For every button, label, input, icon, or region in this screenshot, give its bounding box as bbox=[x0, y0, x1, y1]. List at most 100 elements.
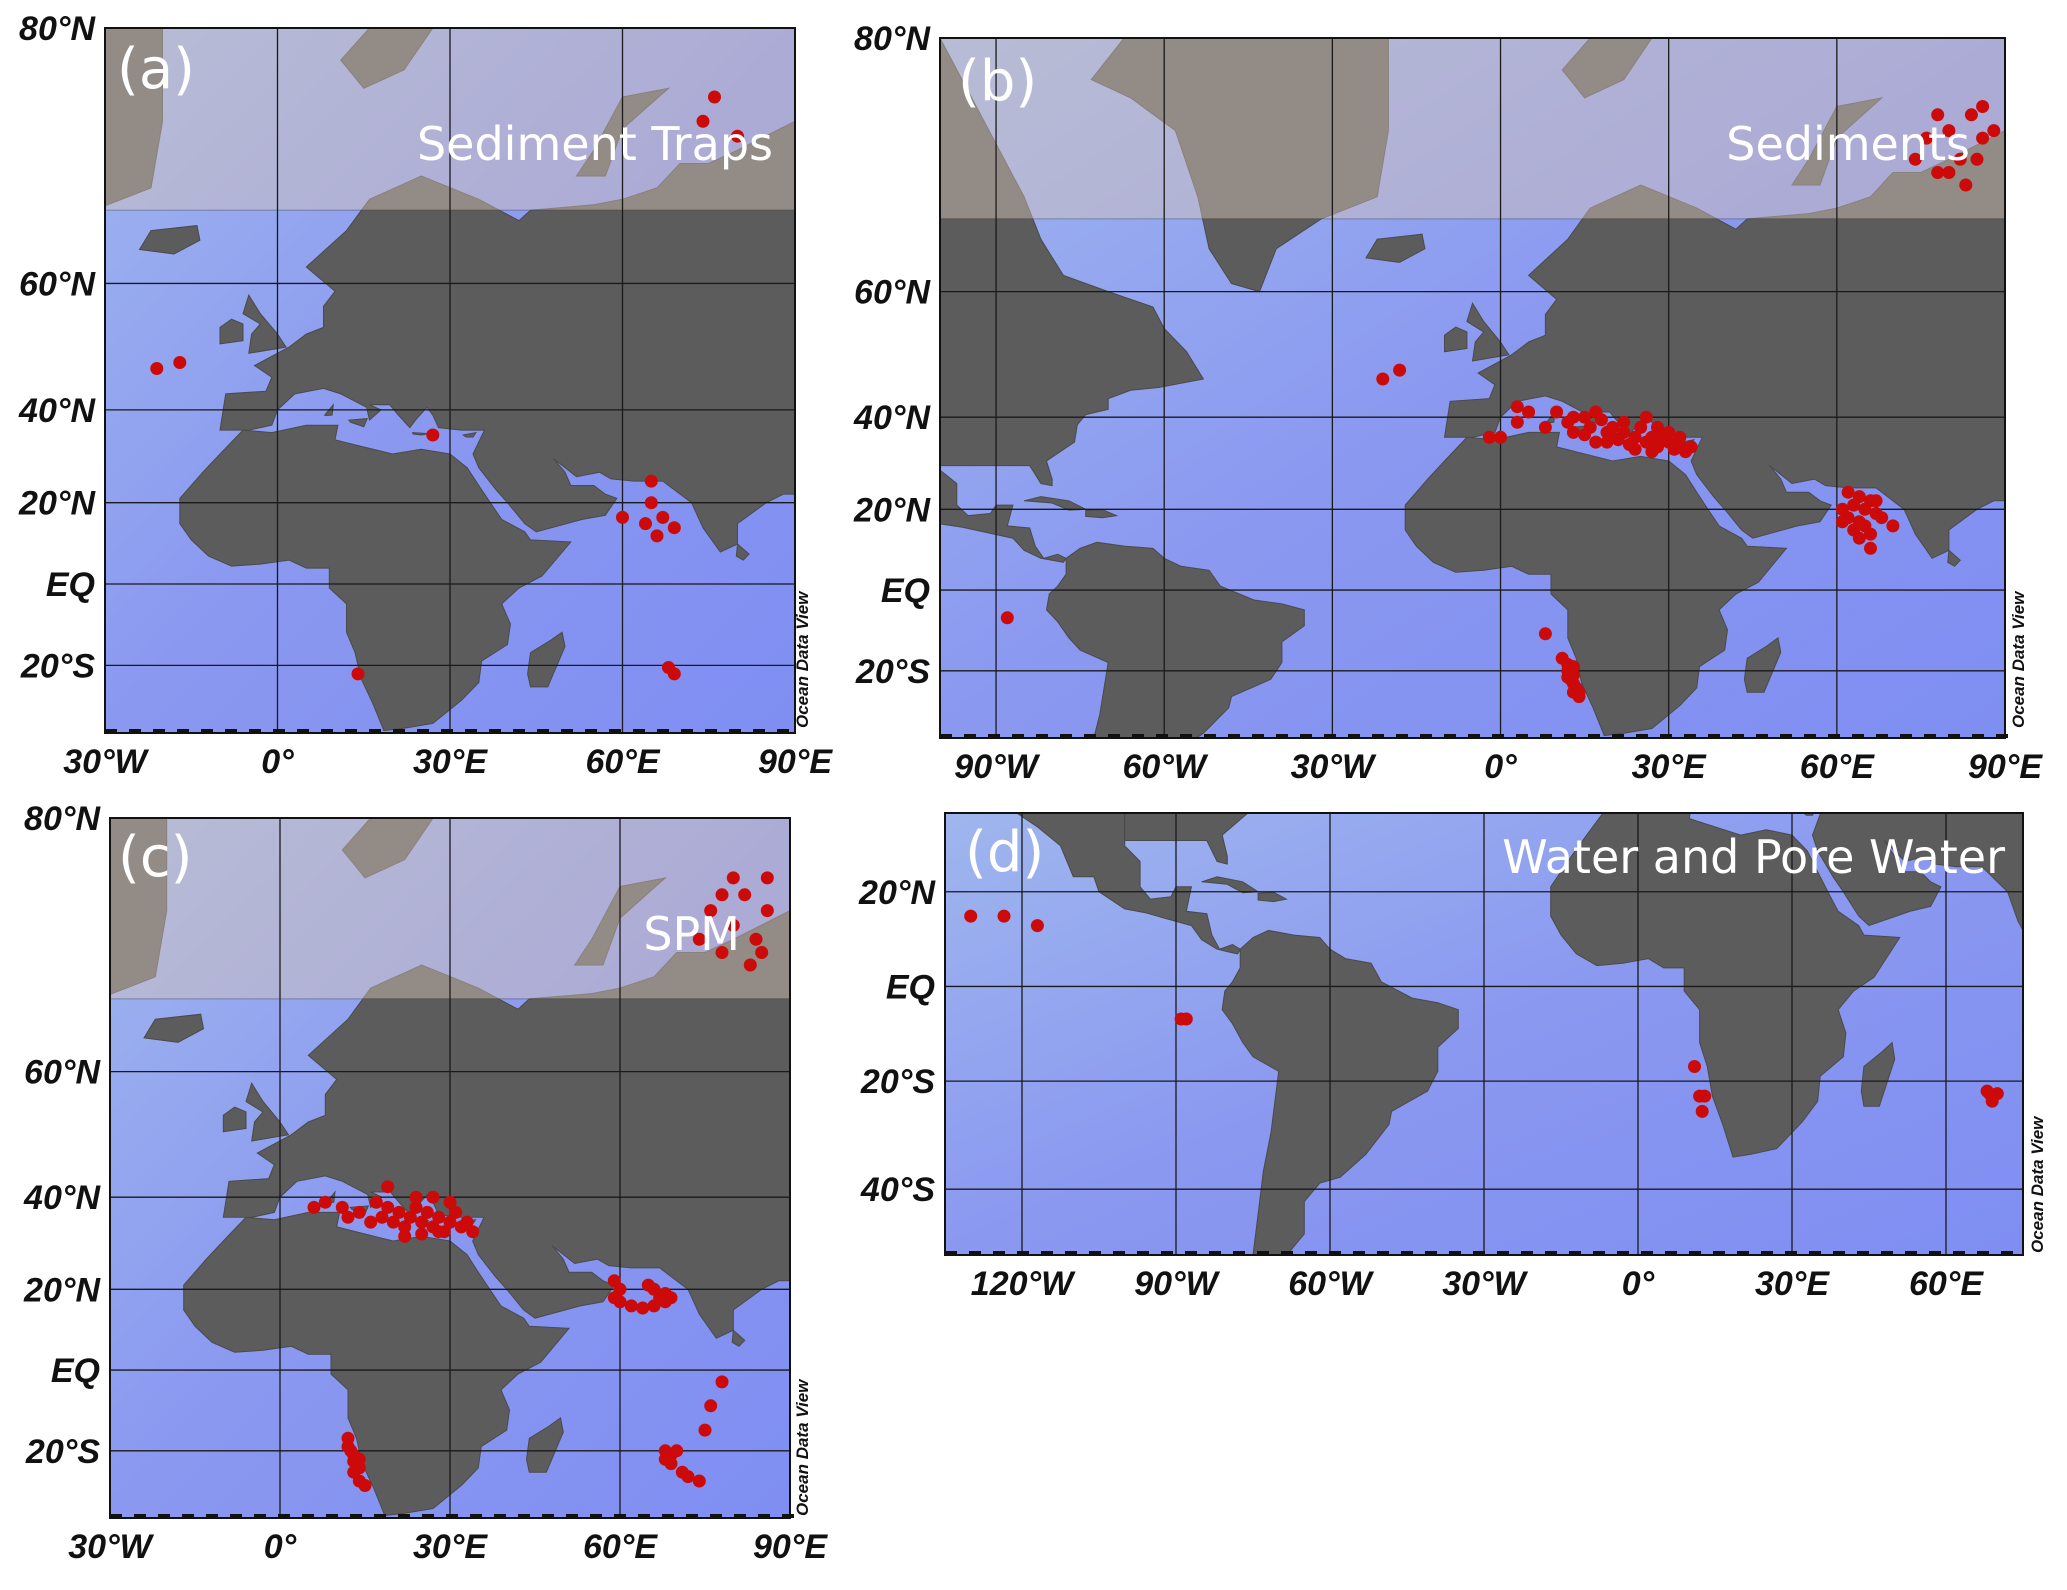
frame-tick bbox=[1804, 734, 1816, 738]
sample-point bbox=[351, 667, 365, 681]
frame-tick bbox=[657, 729, 669, 733]
sample-point bbox=[726, 871, 740, 885]
sample-point bbox=[1578, 410, 1592, 424]
frame-tick bbox=[1060, 734, 1072, 738]
frame-tick bbox=[393, 729, 405, 733]
sample-points bbox=[1000, 100, 2001, 704]
sample-point bbox=[369, 1195, 383, 1209]
ocean-data-view-watermark: Ocean Data View bbox=[2009, 590, 2028, 728]
latitude-tick-label: 40°N bbox=[23, 1179, 101, 1217]
longitude-tick-label: 90°E bbox=[758, 743, 833, 781]
frame-tick bbox=[1132, 734, 1144, 738]
sample-point bbox=[375, 1210, 389, 1224]
frame-tick bbox=[1209, 1251, 1221, 1255]
sample-point bbox=[381, 1200, 395, 1214]
frame-tick bbox=[1809, 1251, 1821, 1255]
longitude-tick-label: 60°W bbox=[1122, 748, 1208, 786]
frame-tick bbox=[1953, 1251, 1965, 1255]
land-ireland bbox=[222, 1106, 247, 1133]
frame-tick bbox=[374, 1514, 386, 1518]
map-panel-a: (a) Sediment Traps Ocean Data View 30°W 0… bbox=[18, 10, 833, 781]
frame-tick bbox=[753, 729, 765, 733]
latitude-tick-label: EQ bbox=[51, 1352, 100, 1390]
land-uk bbox=[242, 293, 287, 354]
sample-point bbox=[650, 529, 664, 543]
land-ireland bbox=[219, 318, 244, 345]
frame-tick bbox=[1473, 1251, 1485, 1255]
latitude-tick-label: 20°S bbox=[25, 1433, 100, 1471]
sample-point bbox=[667, 521, 681, 535]
frame-tick bbox=[1852, 734, 1864, 738]
sample-point bbox=[1376, 372, 1390, 386]
frame-tick bbox=[1636, 734, 1648, 738]
sample-point bbox=[1589, 435, 1603, 449]
frame-tick bbox=[1708, 734, 1720, 738]
sample-point bbox=[443, 1215, 457, 1229]
sample-point bbox=[692, 932, 706, 946]
frame-tick bbox=[105, 729, 117, 733]
frame-tick bbox=[633, 729, 645, 733]
land-sri-lanka bbox=[731, 1329, 746, 1347]
sample-point bbox=[1566, 685, 1580, 699]
land-south-america bbox=[1221, 929, 1459, 1255]
land-eurasia bbox=[222, 909, 790, 1339]
land-greenland bbox=[105, 28, 163, 207]
map-frame bbox=[944, 812, 2024, 1256]
frame-tick bbox=[542, 1514, 554, 1518]
frame-tick bbox=[1540, 734, 1552, 738]
frame-tick bbox=[1257, 1251, 1269, 1255]
sample-point bbox=[1510, 400, 1524, 414]
frame-tick bbox=[777, 729, 789, 733]
frame-tick bbox=[489, 729, 501, 733]
frame-tick bbox=[964, 734, 976, 738]
land-sicily bbox=[347, 418, 368, 428]
sample-point bbox=[449, 1205, 463, 1219]
land-crete bbox=[411, 432, 429, 436]
land-svalbard bbox=[1561, 38, 1653, 99]
arctic-shading bbox=[940, 38, 2005, 220]
frame-tick bbox=[1761, 1251, 1773, 1255]
sample-point bbox=[613, 1295, 627, 1309]
frame-tick bbox=[134, 1514, 146, 1518]
frame-tick bbox=[1012, 734, 1024, 738]
panel-label: (a) bbox=[117, 37, 195, 102]
frame-tick bbox=[1348, 734, 1360, 738]
land-madagascar bbox=[1860, 1041, 1896, 1107]
frame-tick bbox=[1660, 734, 1672, 738]
sample-point bbox=[1847, 498, 1861, 512]
land-novaya bbox=[1791, 97, 1884, 186]
sample-point bbox=[364, 1215, 378, 1229]
sample-point bbox=[1566, 425, 1580, 439]
longitude-tick-label: 30°E bbox=[1755, 1265, 1830, 1303]
sample-point bbox=[409, 1190, 423, 1204]
frame-tick bbox=[1737, 1251, 1749, 1255]
panel-label: (c) bbox=[118, 825, 192, 890]
panel-label: (d) bbox=[965, 820, 1044, 885]
frame-tick bbox=[273, 729, 285, 733]
land-madagascar bbox=[527, 631, 566, 688]
longitude-tick-label: 60°E bbox=[585, 743, 660, 781]
sample-point bbox=[1522, 405, 1536, 419]
land-eurasia bbox=[1811, 813, 2023, 932]
frame-tick bbox=[254, 1514, 266, 1518]
frame-tick bbox=[326, 1514, 338, 1518]
sample-point bbox=[1970, 152, 1984, 166]
longitude-tick-label: 30°W bbox=[1442, 1265, 1528, 1303]
sample-point bbox=[670, 1444, 684, 1458]
latitude-tick-label: 80°N bbox=[854, 20, 931, 58]
sample-point bbox=[1030, 919, 1044, 933]
sample-point bbox=[1393, 363, 1407, 377]
frame-tick bbox=[417, 729, 429, 733]
frame-tick bbox=[1036, 734, 1048, 738]
frame-tick bbox=[465, 729, 477, 733]
sample-point bbox=[715, 888, 729, 902]
longitude-tick-label: 90°W bbox=[954, 748, 1040, 786]
sample-point bbox=[1942, 166, 1956, 179]
sample-point bbox=[749, 932, 763, 946]
land-cyprus bbox=[461, 431, 477, 438]
sample-point bbox=[398, 1229, 412, 1243]
longitude-tick-label: 30°E bbox=[413, 1528, 488, 1566]
frame-tick bbox=[681, 729, 693, 733]
frame-tick bbox=[638, 1514, 650, 1518]
